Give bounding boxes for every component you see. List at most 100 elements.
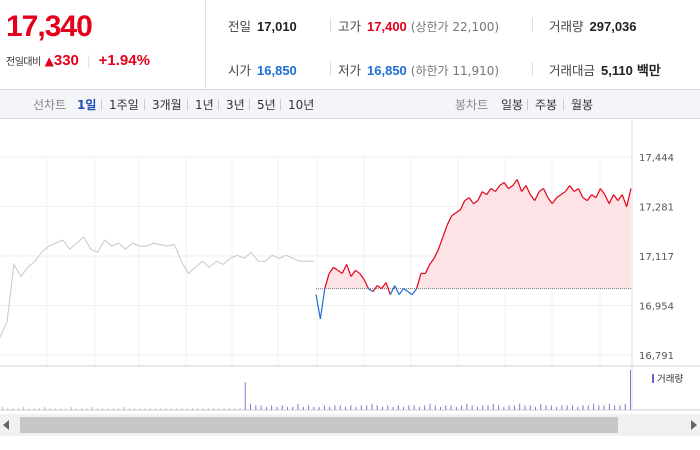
volume-bar: [413, 405, 415, 410]
tab-candle-daily[interactable]: 일봉: [501, 98, 524, 112]
line-chart-label: 선차트: [33, 98, 67, 112]
price-segment-up: [464, 197, 470, 202]
price-segment-up: [459, 200, 466, 211]
price-segment-up: [350, 270, 356, 277]
volume-bar: [191, 408, 193, 410]
quote-summary-panel: 17,340 전일대비 ▲330 | +1.94% 전일 17,010 고가 17,…: [0, 0, 700, 90]
price-segment-up: [538, 188, 544, 193]
volume-bar: [165, 408, 167, 410]
price-segment-up: [341, 264, 348, 274]
volume-bar: [313, 406, 315, 410]
volume-bar: [38, 408, 40, 410]
volume-bar: [276, 406, 278, 410]
tab-candle-weekly[interactable]: 주봉: [535, 98, 558, 112]
price-segment-up: [372, 285, 378, 292]
volume-bar: [603, 405, 605, 410]
volume-bar: [75, 408, 77, 410]
low-stat: 저가 16,850 (하한가 11,910): [338, 60, 499, 79]
volume-bar: [476, 406, 478, 410]
price-segment-up: [359, 273, 365, 280]
volume-bar: [160, 408, 162, 410]
low-label: 저가: [338, 63, 362, 78]
volume-bar: [228, 408, 230, 410]
volume-bar: [17, 408, 19, 410]
chart-scrollbar[interactable]: [0, 414, 700, 436]
volume-bar: [487, 405, 489, 410]
volume-bar: [96, 408, 98, 410]
volume-bar: [556, 406, 558, 410]
price-segment-up: [599, 188, 606, 195]
price-segment-up: [337, 269, 343, 274]
price-segment-up: [529, 194, 536, 202]
tab-candle-monthly[interactable]: 월봉: [571, 98, 594, 112]
volume-bar: [418, 406, 420, 410]
volume-bar: [49, 408, 51, 410]
price-change-row: 전일대비 ▲330 | +1.94%: [6, 52, 150, 69]
high-label: 고가: [338, 19, 362, 34]
price-segment-down: [315, 294, 321, 320]
volume-bar: [339, 405, 341, 410]
price-segment-up: [433, 248, 440, 259]
tab-period-1d[interactable]: 1일: [77, 98, 97, 112]
price-segment-up: [508, 185, 514, 190]
tab-period-10y[interactable]: 10년: [288, 98, 315, 112]
volume-bar: [630, 370, 631, 410]
intraday-price-chart: 17,444 17,281 17,117 16,954 16,791: [0, 120, 700, 411]
price-segment-up: [560, 191, 566, 196]
price-segment-up: [617, 194, 623, 202]
volume-bar: [207, 408, 209, 410]
price-segment-up: [586, 194, 593, 202]
price-segment-up: [569, 185, 575, 192]
y-tick-label: 16,954: [639, 302, 674, 313]
volume-bar: [12, 408, 14, 410]
volume-bar: [445, 405, 447, 410]
volume-bar: [250, 403, 252, 410]
volume-bar: [582, 405, 584, 410]
volume-bar: [255, 405, 257, 410]
price-segment-up: [490, 188, 496, 193]
price-segment-up: [556, 194, 562, 199]
volume-bar: [318, 406, 320, 410]
upper-limit: (상한가 22,100): [410, 20, 500, 34]
price-segment-up: [512, 179, 518, 186]
volume-bar: [492, 403, 494, 410]
volume-bar: [545, 405, 547, 410]
price-segment-up: [333, 266, 339, 271]
volume-bar: [292, 406, 294, 410]
price-segment-down: [403, 288, 409, 293]
volume-bar: [461, 405, 463, 410]
volume-bar: [587, 405, 589, 410]
price-segment-up: [503, 182, 509, 189]
divider: [144, 99, 145, 110]
divider: [280, 99, 281, 110]
tab-period-1w[interactable]: 1주일: [109, 98, 139, 112]
volume-bar: [128, 408, 130, 410]
price-segment-up: [582, 197, 588, 202]
price-segment-up: [442, 224, 448, 238]
open-stat: 시가 16,850: [228, 60, 297, 79]
prev-close-label: 전일: [228, 19, 252, 34]
volume-bar: [265, 406, 267, 410]
scroll-left-arrow-icon[interactable]: [3, 420, 9, 430]
scroll-thumb[interactable]: [20, 417, 618, 433]
y-tick-label: 17,444: [639, 153, 674, 164]
price-segment-up: [494, 185, 501, 192]
volume-bar: [440, 406, 442, 410]
divider: [532, 18, 533, 32]
tab-period-1y[interactable]: 1년: [195, 98, 214, 112]
volume-bar: [376, 405, 378, 410]
tab-period-5y[interactable]: 5년: [257, 98, 276, 112]
volume-bar: [355, 406, 357, 410]
price-segment-up: [595, 188, 601, 198]
price-segment-up: [577, 188, 584, 198]
volume-legend: 거래량: [652, 371, 683, 385]
change-percent: +1.94%: [98, 52, 150, 69]
price-segment-up: [346, 264, 352, 277]
price-segment-down: [398, 288, 404, 296]
volume-bar: [213, 408, 215, 410]
tab-period-3m[interactable]: 3개월: [152, 98, 182, 112]
scroll-right-arrow-icon[interactable]: [691, 420, 697, 430]
tab-period-3y[interactable]: 3년: [226, 98, 245, 112]
volume-bar: [498, 405, 500, 410]
volume-bar: [186, 408, 188, 410]
